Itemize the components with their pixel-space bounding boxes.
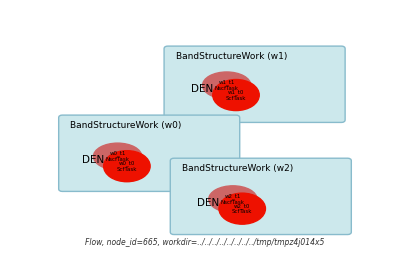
- Ellipse shape: [209, 186, 257, 213]
- Text: Flow, node_id=665, workdir=../../../../../../../../tmp/tmpz4j014x5: Flow, node_id=665, workdir=../../../../.…: [85, 238, 325, 247]
- Text: w0_t1
NscfTask: w0_t1 NscfTask: [106, 151, 130, 162]
- Text: w2_t0
ScfTask: w2_t0 ScfTask: [232, 203, 252, 214]
- Text: DEN: DEN: [197, 198, 219, 208]
- Text: w1_t1
NscfTask: w1_t1 NscfTask: [215, 80, 239, 91]
- FancyBboxPatch shape: [164, 46, 345, 122]
- Ellipse shape: [219, 193, 266, 224]
- Text: BandStructureWork (w2): BandStructureWork (w2): [182, 164, 293, 173]
- Text: BandStructureWork (w1): BandStructureWork (w1): [176, 52, 287, 61]
- FancyBboxPatch shape: [170, 158, 351, 235]
- Ellipse shape: [104, 151, 150, 182]
- Text: DEN: DEN: [82, 155, 104, 165]
- Ellipse shape: [94, 143, 142, 170]
- Text: w1_t0
ScfTask: w1_t0 ScfTask: [226, 89, 246, 101]
- Ellipse shape: [213, 80, 259, 111]
- Text: w0_t0
ScfTask: w0_t0 ScfTask: [117, 160, 137, 172]
- FancyBboxPatch shape: [59, 115, 240, 192]
- Ellipse shape: [202, 72, 251, 99]
- Text: DEN: DEN: [190, 83, 213, 94]
- Text: BandStructureWork (w0): BandStructureWork (w0): [70, 121, 182, 130]
- Text: w2_t1
NscfTask: w2_t1 NscfTask: [221, 193, 245, 205]
